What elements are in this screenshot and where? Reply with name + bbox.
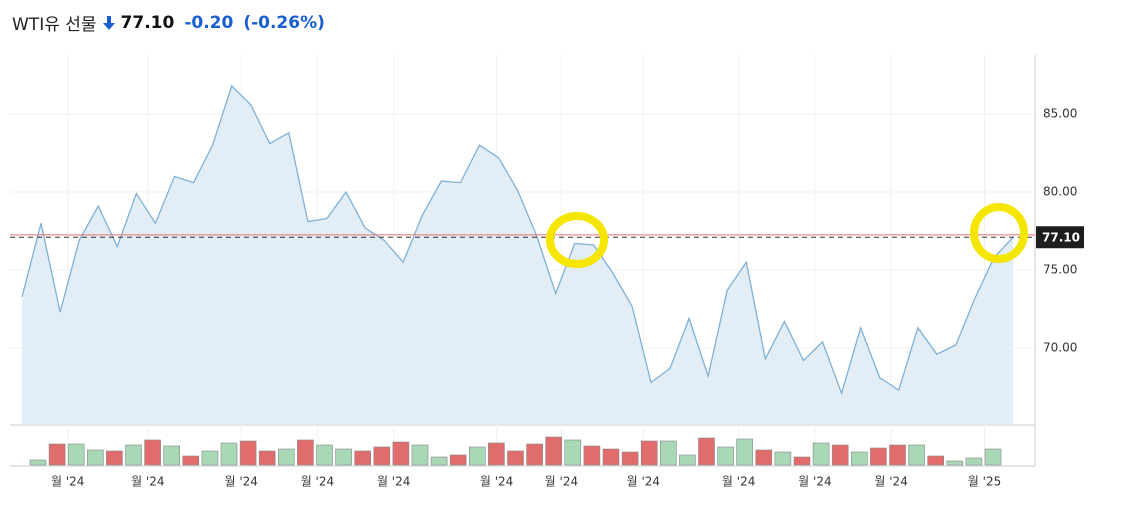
volume-bar [316, 444, 333, 466]
volume-bar [927, 455, 945, 466]
area-fill [22, 85, 1014, 425]
volume-bar [488, 442, 505, 466]
x-tick-label: 월 '24 [874, 475, 907, 489]
price-change-percent: (-0.26%) [243, 12, 325, 33]
volume-bar [48, 443, 66, 466]
price-change: -0.20 [184, 12, 234, 33]
volume-bar [755, 449, 773, 466]
volume-bar [258, 450, 276, 466]
volume-bar [698, 437, 715, 466]
instrument-title: WTI유 선물 [12, 15, 97, 35]
x-tick-label: 월 '24 [377, 475, 410, 489]
y-tick-label: 70.00 [1043, 341, 1077, 355]
volume-bar [679, 454, 696, 466]
volume-bar [277, 448, 295, 466]
x-tick-label: 월 '25 [968, 475, 1001, 489]
y-tick-label: 85.00 [1043, 106, 1077, 120]
volume-bar [163, 445, 180, 466]
volume-bar [392, 441, 410, 466]
last-price-tag [1036, 226, 1084, 249]
volume-bar [29, 459, 47, 466]
y-tick-label: 80.00 [1043, 184, 1077, 198]
volume-bar [793, 456, 811, 466]
volume-bar [297, 439, 314, 466]
header: WTI유 선물 77.10 -0.20 (-0.26%) [12, 10, 325, 36]
volume-bar [831, 444, 849, 466]
volume-bar [373, 446, 391, 466]
volume-bar [984, 448, 1002, 466]
highlight-circle [970, 203, 1028, 263]
y-tick-label: 75.00 [1043, 263, 1077, 277]
volume-bar [526, 443, 543, 466]
volume-bar [602, 448, 620, 466]
volume-bar [67, 443, 85, 466]
volume-bar [870, 447, 887, 466]
volume-bar [411, 444, 429, 466]
x-tick-label: 월 '24 [224, 475, 257, 489]
last-price-label: 77.10 [1042, 231, 1080, 245]
volume-bar [201, 450, 219, 466]
x-tick-label: 월 '24 [798, 475, 831, 489]
last-price: 77.10 [120, 12, 175, 33]
volume-bar [239, 440, 257, 466]
volume-bar [965, 457, 983, 466]
volume-bar [736, 438, 754, 466]
x-tick-label: 월 '24 [722, 475, 755, 489]
volume-bar [220, 442, 238, 466]
down-arrow-icon [102, 15, 115, 30]
volume-bar [621, 451, 639, 466]
volume-bar [106, 450, 123, 466]
volume-bar [335, 448, 352, 466]
volume-bar [717, 446, 734, 466]
volume-bar [449, 454, 467, 466]
x-tick-label: 월 '24 [480, 475, 513, 489]
volume-bar [430, 456, 448, 466]
x-tick-label: 월 '24 [51, 475, 84, 489]
volume-bar [659, 440, 677, 466]
volume-bar [545, 436, 563, 466]
volume-bar [144, 439, 161, 466]
volume-bar [640, 440, 658, 466]
volume-bar [850, 451, 868, 466]
x-tick-label: 월 '24 [545, 475, 578, 489]
volume-bar [946, 460, 964, 466]
price-line [21, 84, 1014, 396]
volume-bar [908, 444, 925, 466]
volume-bar [354, 450, 372, 466]
x-tick-label: 월 '24 [131, 475, 164, 489]
volume-bar [583, 445, 601, 466]
volume-bar [774, 451, 792, 466]
volume-bar [564, 439, 582, 466]
volume-bar [468, 446, 486, 466]
volume-bar [87, 449, 104, 466]
x-tick-label: 월 '24 [627, 475, 660, 489]
volume-bar [182, 455, 200, 466]
volume-bar [889, 444, 906, 466]
highlight-circle [546, 212, 608, 268]
volume-bar [507, 450, 524, 466]
volume-bar [125, 444, 142, 466]
x-tick-label: 월 '24 [301, 475, 334, 489]
volume-bar [812, 442, 830, 466]
